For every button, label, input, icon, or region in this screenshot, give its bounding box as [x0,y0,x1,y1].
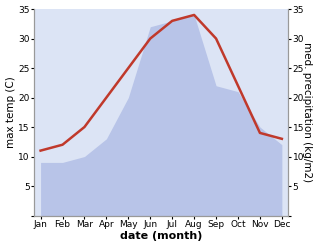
Y-axis label: med. precipitation (kg/m2): med. precipitation (kg/m2) [302,42,313,182]
X-axis label: date (month): date (month) [120,231,203,242]
Y-axis label: max temp (C): max temp (C) [5,76,16,148]
